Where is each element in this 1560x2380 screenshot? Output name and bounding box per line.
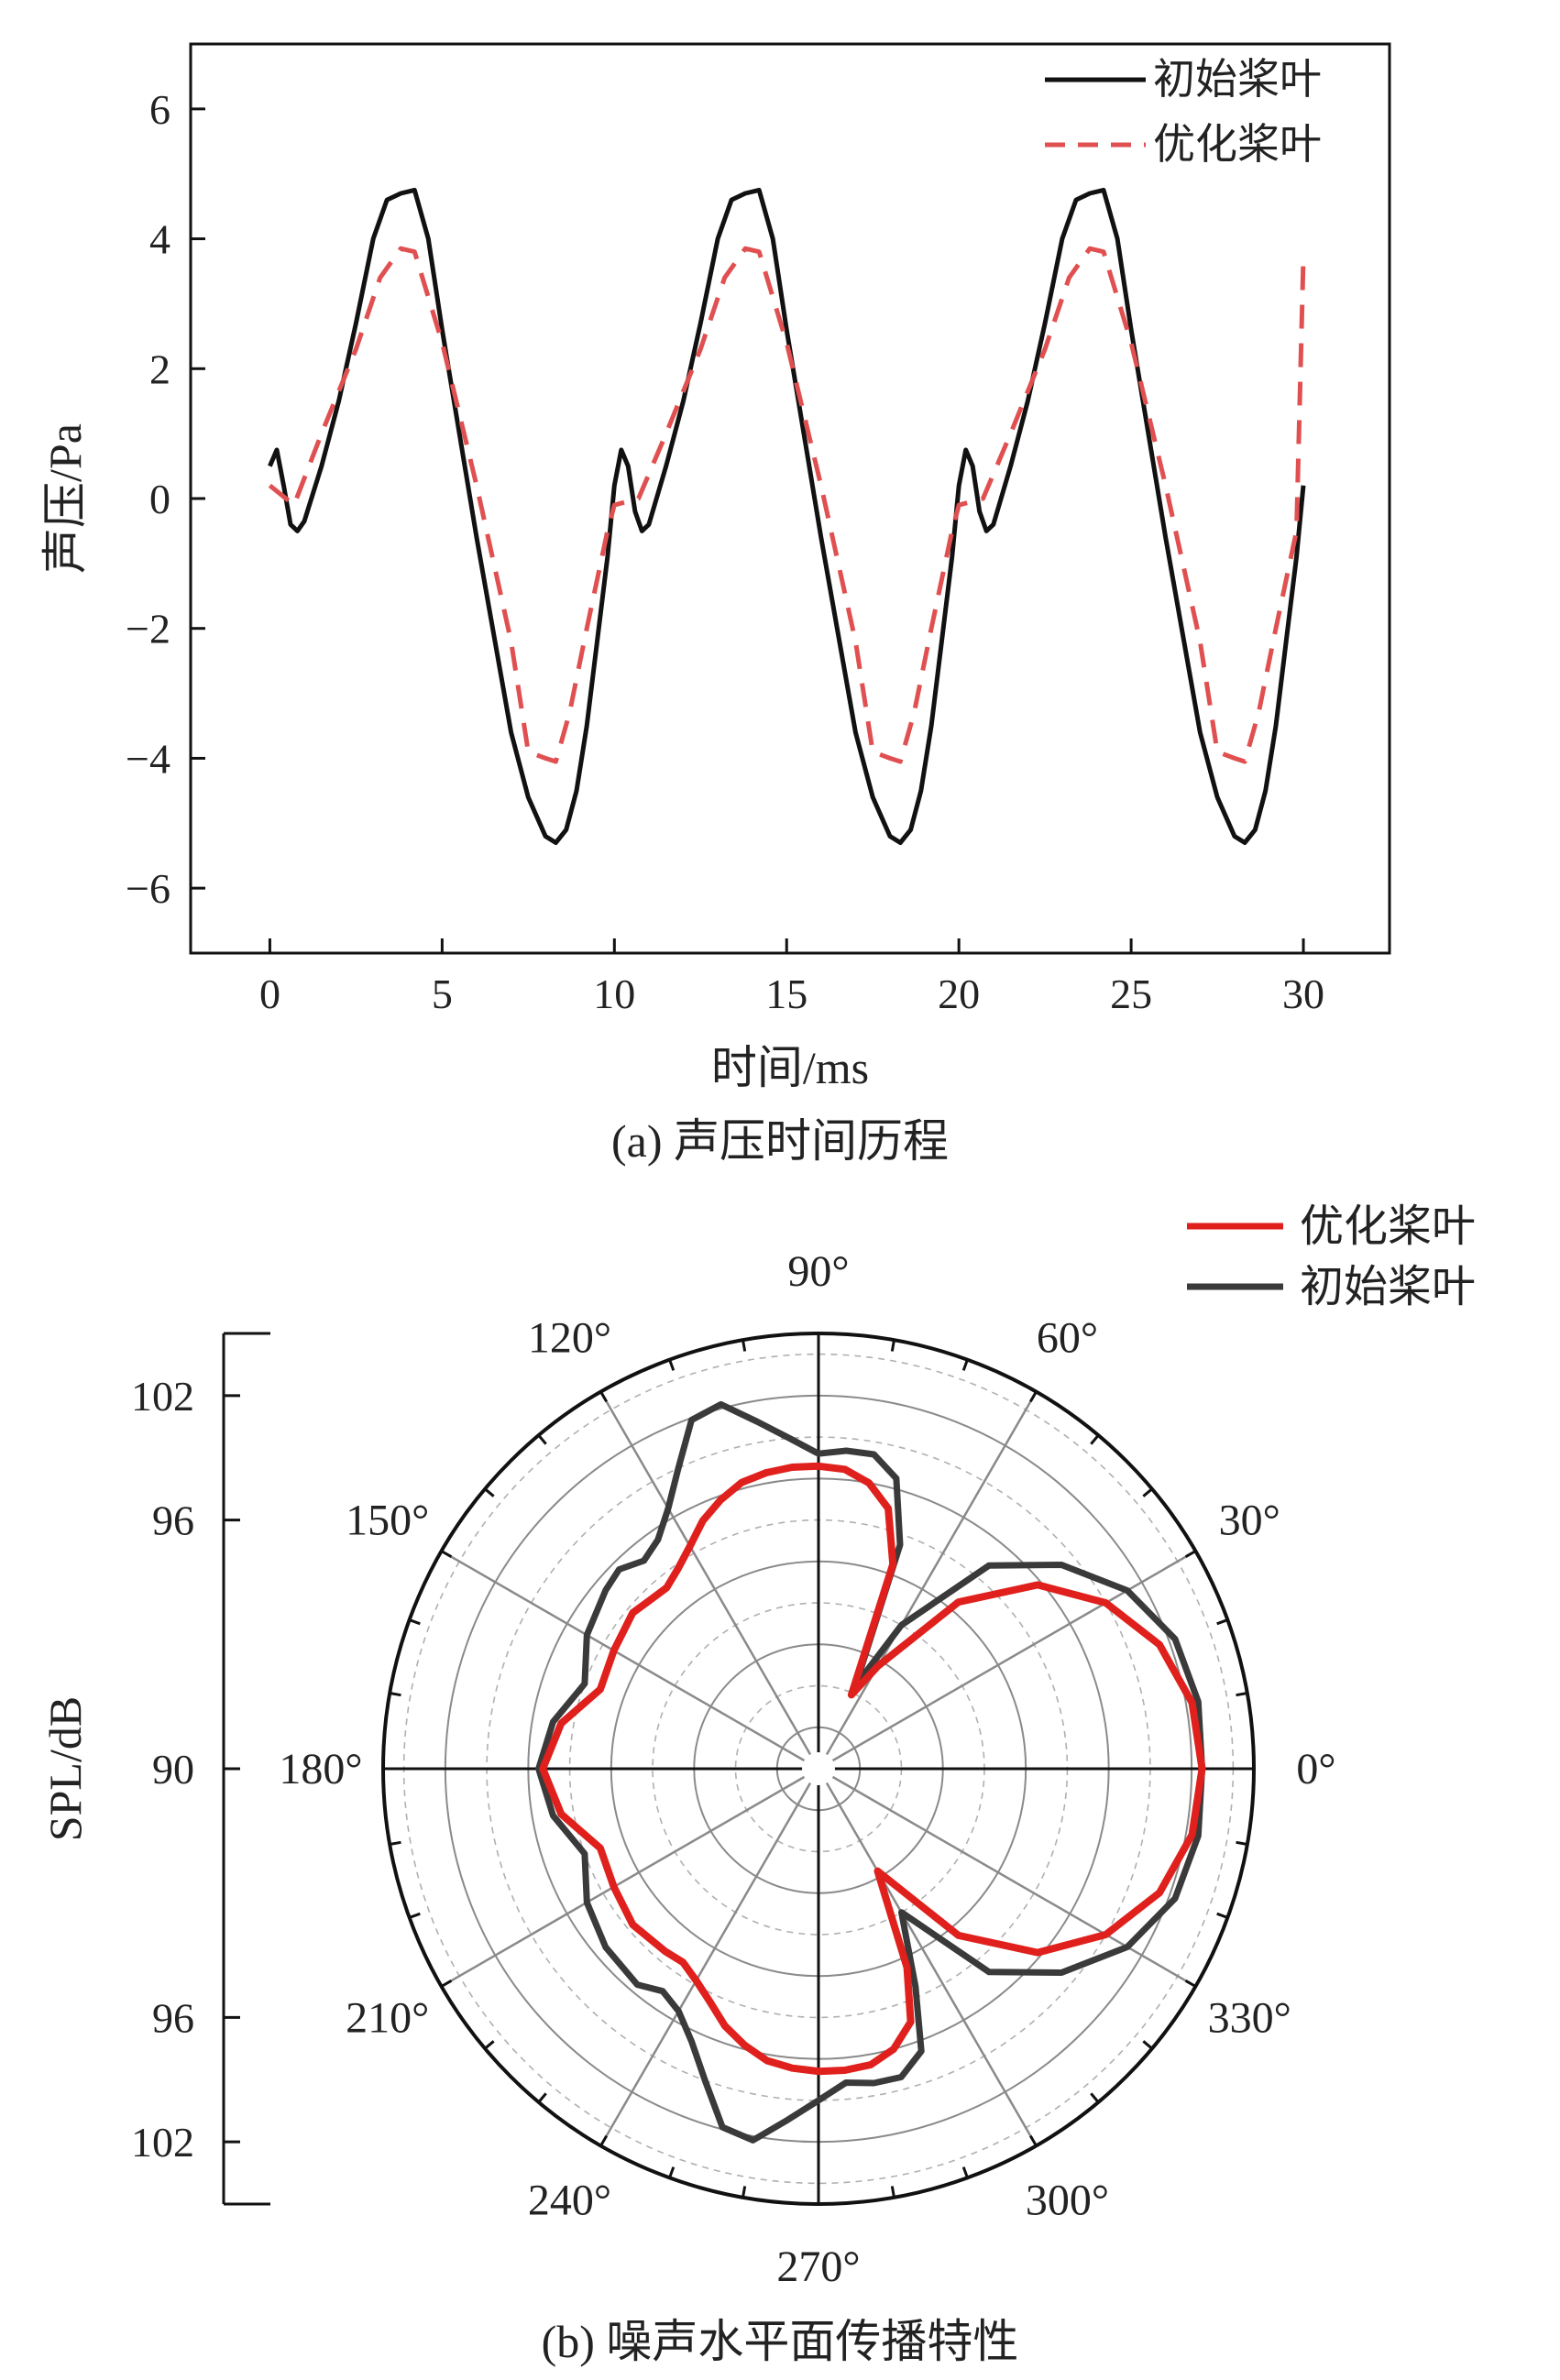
- grid-spoke: [599, 1779, 813, 2146]
- chart-a-caption: (a) 声压时间历程: [611, 1115, 949, 1167]
- outer-tick: [1028, 2134, 1038, 2147]
- outer-tick: [890, 1339, 895, 1352]
- angle-label: 90°: [787, 1247, 849, 1296]
- x-tick-label: 5: [432, 971, 453, 1017]
- outer-tick: [389, 1840, 401, 1846]
- x-tick-label: 10: [593, 971, 635, 1017]
- angle-label: 270°: [776, 2243, 860, 2291]
- legend-optimized-label: 优化桨叶: [1153, 121, 1322, 168]
- y-tick-label: −4: [126, 735, 170, 782]
- outer-tick: [742, 2186, 747, 2199]
- grid-spoke: [829, 1550, 1196, 1763]
- outer-tick: [961, 1359, 969, 1371]
- polar-grid: [381, 1332, 1256, 2206]
- x-axis-label: 时间/ms: [711, 1042, 869, 1093]
- outer-tick: [890, 2186, 895, 2199]
- angle-label: 60°: [1037, 1314, 1098, 1363]
- y-tick-label: −6: [126, 865, 170, 912]
- grid-spoke: [441, 1774, 808, 1988]
- y-axis-label: 声压/Pa: [39, 423, 91, 574]
- outer-tick: [1184, 1979, 1197, 1988]
- angle-label: 330°: [1208, 1994, 1291, 2043]
- outer-tick: [1090, 2092, 1100, 2103]
- grid-spoke: [441, 1550, 808, 1763]
- outer-tick: [409, 1618, 421, 1626]
- outer-tick: [440, 1979, 453, 1988]
- outer-tick: [1142, 2040, 1153, 2050]
- radial-axis-label: SPL/dB: [39, 1696, 91, 1841]
- legend-optimized-label: 优化桨叶: [1300, 1202, 1476, 1251]
- outer-tick: [1142, 1487, 1153, 1497]
- outer-ring: [381, 1332, 1256, 2206]
- outer-tick: [668, 2166, 676, 2178]
- y-tick-label: −2: [126, 606, 170, 653]
- angle-label: 210°: [346, 1994, 429, 2043]
- outer-tick: [409, 1912, 421, 1919]
- legend-initial-label: 初始桨叶: [1153, 56, 1322, 103]
- legend: 初始桨叶 优化桨叶: [1045, 56, 1322, 168]
- series-line-initial: [268, 187, 1306, 845]
- outer-tick: [1236, 1692, 1248, 1697]
- center-hole: [802, 1752, 835, 1785]
- series-layer: [535, 1400, 1206, 2144]
- x-tick-label: 0: [259, 971, 280, 1017]
- grid-spoke: [829, 1774, 1196, 1988]
- polar-chart: 优化桨叶 初始桨叶 102 96 90 96 102 SPL/dB 0° 30° 60° 90…: [39, 1202, 1476, 2367]
- radial-tick-label: 90: [152, 1746, 194, 1793]
- legend-initial-label: 初始桨叶: [1300, 1263, 1476, 1311]
- angle-label: 240°: [528, 2176, 611, 2224]
- radial-tick-label: 102: [131, 1373, 194, 1420]
- polar-series-initial: [535, 1400, 1205, 2144]
- radial-tick-label: 96: [152, 1994, 194, 2041]
- angle-label: 30°: [1219, 1497, 1280, 1545]
- x-tick-label: 20: [938, 971, 980, 1017]
- outer-tick: [1028, 1390, 1038, 1403]
- angle-labels: 0° 30° 60° 90° 120° 150° 180° 210° 240° 270° 300° 3…: [279, 1247, 1335, 2291]
- outer-tick: [1216, 1912, 1228, 1919]
- angle-label: 300°: [1026, 2176, 1109, 2224]
- angle-label: 120°: [528, 1314, 611, 1363]
- outer-tick: [1090, 1434, 1100, 1445]
- outer-tick: [484, 2040, 495, 2050]
- angle-label: 180°: [279, 1745, 362, 1793]
- y-tick-label: 4: [149, 216, 170, 263]
- outer-tick: [742, 1339, 747, 1352]
- grid-spoke: [824, 1779, 1038, 2146]
- outer-tick: [668, 1359, 676, 1371]
- outer-tick: [1236, 1840, 1248, 1846]
- polar-series-optimized: [539, 1462, 1206, 2076]
- outer-tick: [599, 1390, 609, 1403]
- outer-tick: [1184, 1550, 1197, 1559]
- outer-tick: [389, 1692, 401, 1697]
- plot-frame: [189, 42, 1391, 955]
- y-tick-label: 6: [149, 86, 170, 133]
- y-tick-label: 2: [149, 345, 170, 392]
- angle-label: 0°: [1296, 1745, 1335, 1793]
- outer-tick: [961, 2166, 969, 2178]
- radial-axis: 102 96 90 96 102: [131, 1332, 270, 2206]
- chart-b-caption: (b) 噪声水平面传播特性: [542, 2316, 1019, 2367]
- x-tick-label: 15: [765, 971, 807, 1017]
- radial-tick-label: 96: [152, 1497, 194, 1544]
- legend: 优化桨叶 初始桨叶: [1187, 1202, 1476, 1311]
- x-tick-label: 25: [1110, 971, 1152, 1017]
- series-layer: [268, 187, 1306, 845]
- angle-label: 150°: [346, 1497, 429, 1545]
- x-tick-label: 30: [1282, 971, 1324, 1017]
- outer-tick: [537, 1434, 547, 1445]
- radial-tick-label: 102: [131, 2119, 194, 2166]
- outer-tick: [599, 2134, 609, 2147]
- outer-tick: [537, 2092, 547, 2103]
- y-tick-label: 0: [149, 476, 170, 522]
- grid-spoke: [824, 1391, 1038, 1759]
- outer-tick: [1216, 1618, 1228, 1626]
- grid-spoke: [599, 1391, 813, 1759]
- outer-tick: [440, 1550, 453, 1559]
- outer-tick: [484, 1487, 495, 1497]
